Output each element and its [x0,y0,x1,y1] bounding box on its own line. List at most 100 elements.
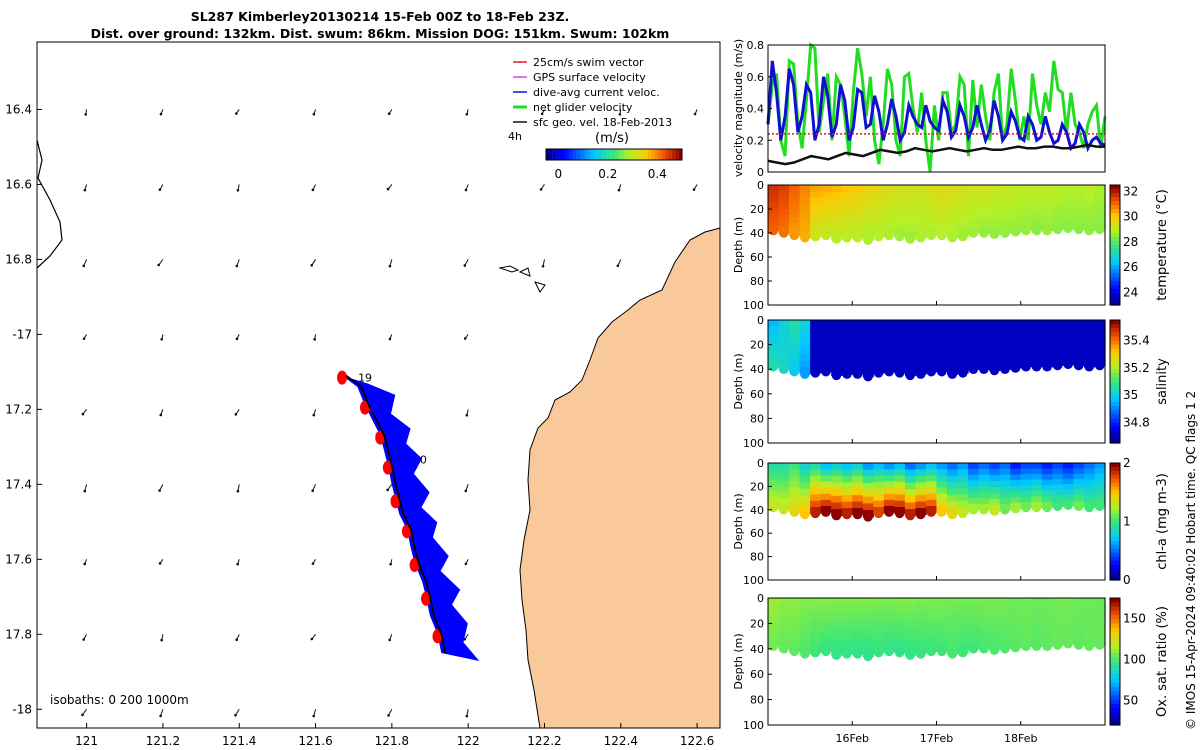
temperature-cell [873,197,885,205]
salinity-cell [904,347,917,356]
temperature-cell [841,191,853,199]
temperature-y-tick-label: 20 [750,203,764,216]
temperature-cell [978,191,990,198]
chla-colorbar-segment [1110,494,1120,499]
temperature-cell [936,216,948,224]
oxygen-cell [936,611,948,619]
oxygen-bottom-dot [873,647,884,658]
legend-label: GPS surface velocity [533,71,646,84]
chla-cell [957,500,969,508]
oxygen-colorbar-frame [1109,597,1121,726]
salinity-cell [1052,331,1064,338]
salinity-cell [862,362,874,371]
chla-cell [915,475,927,483]
chla-colorbar-segment [1110,474,1120,480]
x-tick-label: 121 [75,734,98,748]
chla-cell [1031,474,1043,481]
oxygen-cell [799,625,811,634]
oxygen-cell [1020,604,1032,611]
oxygen-cell [1083,604,1096,611]
oxygen-cell [883,624,895,632]
velocity-y-tick-label: 0.4 [747,103,765,116]
temperature-colorbar-segment [1110,261,1120,266]
chla-cell [883,463,895,470]
temperature-colorbar-segment [1110,233,1120,238]
oxygen-bottom-dot [1031,641,1042,652]
salinity-cell [831,354,843,363]
oxygen-bottom-dot [831,650,842,660]
temperature-cell [989,197,1001,205]
salinity-cell [1062,336,1075,343]
temperature-cell [1094,218,1106,225]
oxygen-cell [999,636,1011,644]
oxygen-colorbar-segment [1110,602,1120,608]
chla-cell [1052,479,1064,486]
colorbar-title: (m/s) [595,131,629,146]
salinity-cell [947,320,959,328]
temperature-cell [947,204,959,212]
oxygen-cell [799,604,811,613]
oxygen-cell [873,611,885,620]
oxygen-bottom-dot [958,647,968,658]
temperature-bottom-dot [1063,223,1073,233]
oxygen-colorbar-segment [1110,691,1120,696]
chla-cell [1041,485,1053,492]
colorbar-segment [675,149,679,160]
temperature-cell [831,225,843,233]
temperature-cell [1020,202,1032,209]
temperature-colorbar-segment [1110,297,1120,302]
temperature-cell [1010,220,1022,227]
temperature-cell [1083,202,1096,209]
chla-y-label: Depth (m) [732,493,745,549]
oxygen-colorbar-segment [1110,640,1120,646]
salinity-cell [852,320,864,328]
salinity-cell [778,338,790,346]
salinity-cell [978,350,990,358]
oxygen-bottom-dot [842,649,852,659]
temperature-cell [873,217,885,225]
chla-cell [883,499,895,507]
salinity-cell [862,327,874,335]
oxygen-cell [1010,628,1022,636]
chla-cell [873,481,885,489]
oxygen-cell [820,631,832,639]
chla-cell [799,463,811,471]
chla-cell [852,463,864,471]
chla-cell [831,463,843,471]
oxygen-cell [831,626,843,635]
colorbar-segment [580,149,584,160]
chla-colorbar-segment [1110,466,1120,472]
oxygen-cell [831,612,843,621]
temperature-cell [1031,207,1043,215]
temperature-cell [915,185,927,193]
chla-cell [841,501,853,509]
salinity-cell [947,353,959,362]
oxygen-cell [989,604,1001,612]
salinity-cell [820,345,832,353]
salinity-cell [820,332,832,340]
x-tick-label: 122 [457,734,480,748]
chla-colorbar-segment [1110,568,1120,573]
temperature-cell [820,222,832,230]
salinity-bottom-dot [958,368,968,378]
chla-cell [820,463,832,470]
salinity-cell [799,353,811,362]
salinity-cell [978,320,990,327]
map-panel: 19 0 121 121.2 121.4 121.6 121.8 122 122.2 122.4 1… [5,41,721,748]
temperature-cell [904,205,917,213]
salinity-cell [1052,320,1064,327]
chla-cell [789,493,801,501]
salinity-cell [883,320,895,328]
chla-cell [862,496,874,504]
temperature-bottom-dot [800,233,810,243]
colorbar-segment [569,149,574,160]
oxygen-cell [1083,610,1096,617]
salinity-cell [947,360,959,368]
temperature-colorbar-segment [1110,197,1120,202]
chla-cell [978,486,990,493]
temperature-cell [852,218,864,226]
sfc-geo-arrowhead [540,112,544,116]
chla-cell [1010,480,1022,487]
colorbar-segment [546,149,550,160]
salinity-cell [810,326,822,334]
